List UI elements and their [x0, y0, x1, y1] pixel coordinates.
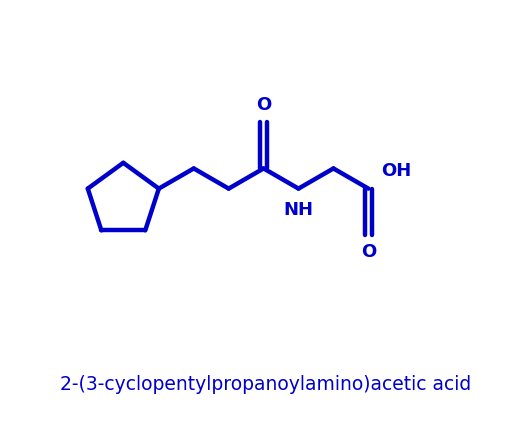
Text: O: O — [361, 243, 376, 261]
Text: 2-(3-cyclopentylpropanoylamino)acetic acid: 2-(3-cyclopentylpropanoylamino)acetic ac… — [60, 375, 471, 394]
Text: O: O — [256, 96, 271, 114]
Text: NH: NH — [284, 201, 313, 219]
Text: OH: OH — [381, 162, 412, 180]
